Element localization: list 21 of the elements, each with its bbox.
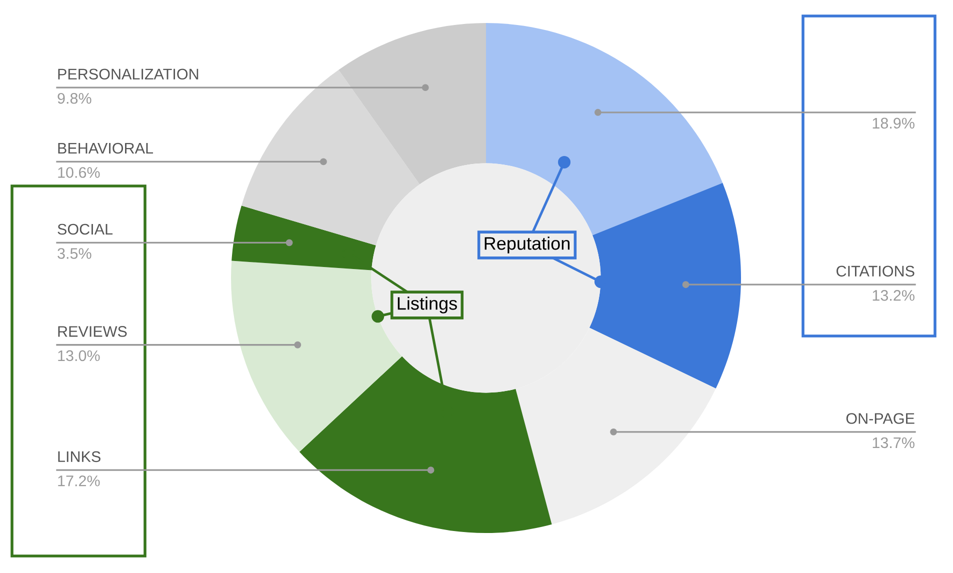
slice-label: ON-PAGE xyxy=(846,413,914,424)
slice-label: CITATIONS xyxy=(836,266,914,277)
donut-slice xyxy=(486,23,723,236)
slice-label: LINKS xyxy=(58,451,100,462)
donut-slice xyxy=(338,23,486,184)
text: Listings xyxy=(398,296,457,314)
slice-label: BEHAVIORAL xyxy=(58,142,154,154)
data-label: 18.9% xyxy=(872,118,914,129)
slice-label: PERSONALIZATION xyxy=(58,68,198,80)
slice-label: REVIEWS xyxy=(58,326,127,337)
donut-slice xyxy=(241,70,420,246)
data-label: 13.7% xyxy=(872,437,914,448)
data-label: 17.2% xyxy=(58,476,100,486)
data-label: 10.6% xyxy=(58,167,100,178)
data-label: 3.5% xyxy=(58,248,92,259)
text: Reputation xyxy=(484,236,570,254)
donut-slice xyxy=(589,182,741,388)
slice-label: SOCIAL xyxy=(58,224,113,235)
data-label: 9.8% xyxy=(58,92,92,104)
data-label: 13.2% xyxy=(872,290,914,301)
data-label: 13.0% xyxy=(58,350,100,362)
